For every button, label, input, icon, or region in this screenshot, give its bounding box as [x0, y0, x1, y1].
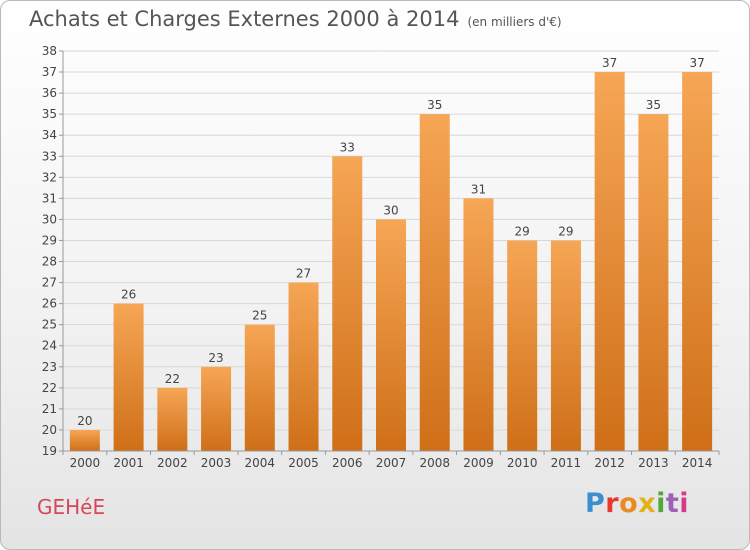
bar — [201, 366, 232, 451]
bar — [113, 303, 144, 451]
x-tick-label: 2011 — [551, 456, 582, 470]
y-tick-label: 32 — [42, 170, 57, 184]
data-label: 22 — [165, 372, 180, 386]
logo-letter: r — [605, 488, 620, 519]
bar — [463, 198, 494, 451]
y-tick-label: 33 — [42, 149, 57, 163]
logo-letter: i — [656, 488, 666, 519]
x-tick-label: 2012 — [594, 456, 625, 470]
bar — [638, 114, 669, 451]
data-label: 29 — [515, 224, 530, 238]
bar — [332, 156, 363, 451]
town-name: GEHéE — [37, 495, 106, 519]
axes: 19 20 21 22 23 24 25 26 27 28 29 30 31 32 33 34 35 36 37 38… — [42, 44, 720, 470]
y-tick-label: 37 — [42, 65, 57, 79]
y-tick-label: 24 — [42, 339, 57, 353]
logo-letter: x — [638, 488, 657, 519]
y-tick-label: 36 — [42, 86, 57, 100]
y-tick-label: 28 — [42, 255, 57, 269]
y-tick-label: 38 — [42, 44, 57, 58]
bars: 20 26 22 23 25 27 33 30 35 31 29 29 37 35 37 — [69, 56, 713, 451]
x-tick-label: 2013 — [638, 456, 669, 470]
bar — [419, 114, 450, 451]
x-tick-label: 2007 — [376, 456, 407, 470]
y-tick-label: 31 — [42, 191, 57, 205]
bar — [550, 240, 581, 451]
y-tick-label: 26 — [42, 297, 57, 311]
data-label: 37 — [689, 56, 704, 70]
x-tick-label: 2001 — [113, 456, 144, 470]
logo-letter: i — [679, 488, 690, 519]
x-tick-label: 2005 — [288, 456, 319, 470]
data-label: 26 — [121, 288, 136, 302]
bar — [157, 387, 188, 451]
x-tick-label: 2000 — [70, 456, 101, 470]
y-tick-label: 35 — [42, 107, 57, 121]
chart-subtitle: (en milliers d'€) — [467, 15, 562, 29]
data-label: 30 — [383, 203, 398, 217]
y-tick-label: 21 — [42, 402, 57, 416]
y-tick-label: 34 — [42, 128, 57, 142]
y-tick-label: 27 — [42, 276, 57, 290]
data-label: 29 — [558, 224, 573, 238]
proxiti-logo[interactable]: Proxiti — [585, 488, 689, 519]
data-label: 20 — [77, 414, 92, 428]
y-tick-label: 29 — [42, 233, 57, 247]
y-tick-label: 25 — [42, 318, 57, 332]
y-tick-label: 30 — [42, 212, 57, 226]
x-tick-label: 2004 — [245, 456, 276, 470]
x-tick-label: 2014 — [682, 456, 713, 470]
data-label: 33 — [340, 140, 355, 154]
data-label: 27 — [296, 267, 311, 281]
bar — [244, 324, 275, 451]
x-tick-label: 2009 — [463, 456, 494, 470]
bar — [288, 282, 319, 451]
data-label: 25 — [252, 309, 267, 323]
data-label: 31 — [471, 182, 486, 196]
bar — [376, 219, 406, 451]
data-label: 37 — [602, 56, 617, 70]
x-tick-label: 2003 — [201, 456, 232, 470]
bar — [682, 72, 713, 451]
y-tick-label: 22 — [42, 381, 57, 395]
bar — [69, 429, 100, 451]
logo-letter: P — [585, 488, 606, 519]
bar — [594, 72, 625, 451]
data-label: 35 — [427, 98, 442, 112]
y-tick-label: 23 — [42, 360, 57, 374]
y-tick-label: 20 — [42, 423, 57, 437]
data-label: 35 — [646, 98, 661, 112]
logo-letter: t — [665, 488, 680, 519]
x-tick-label: 2002 — [157, 456, 188, 470]
x-tick-label: 2006 — [332, 456, 363, 470]
chart-title-block: Achats et Charges Externes 2000 à 2014 (e… — [29, 7, 562, 31]
y-tick-label: 19 — [42, 444, 57, 458]
bar — [507, 240, 538, 451]
x-tick-label: 2010 — [507, 456, 538, 470]
logo-letter: o — [619, 488, 639, 519]
chart-title: Achats et Charges Externes 2000 à 2014 — [29, 7, 460, 31]
data-label: 23 — [208, 351, 223, 365]
x-tick-label: 2008 — [419, 456, 450, 470]
